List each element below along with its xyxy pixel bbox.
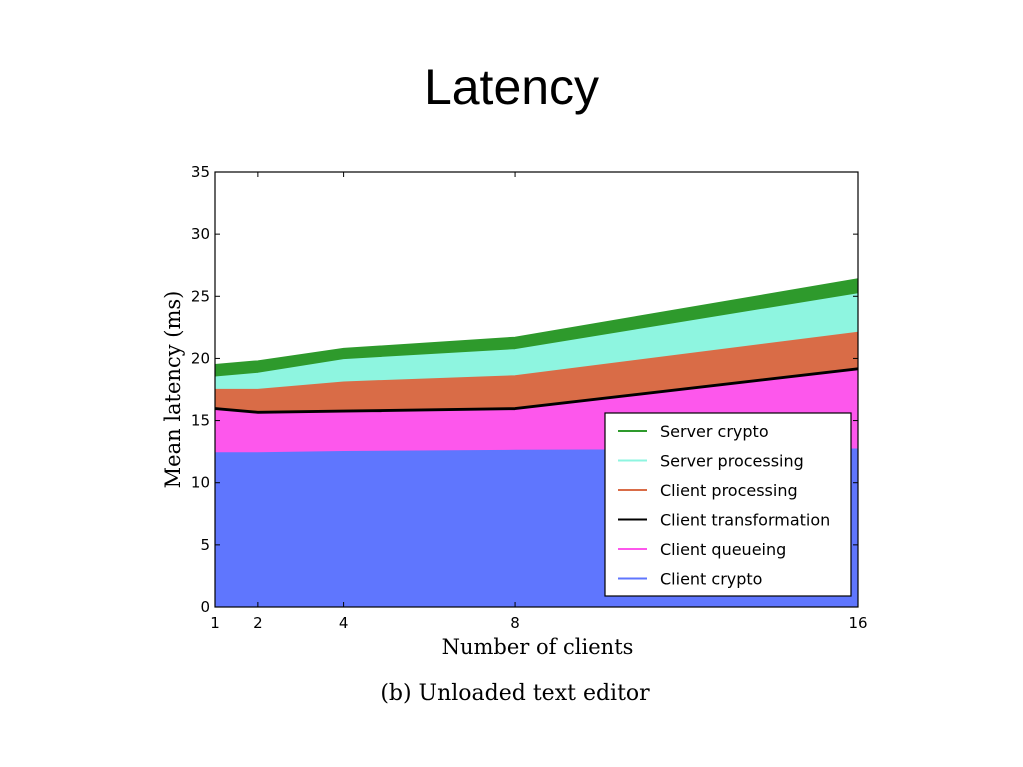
legend-label-client-queueing: Client queueing — [660, 540, 786, 559]
legend-label-client-processing: Client processing — [660, 481, 798, 500]
plot-frame — [214, 171, 859, 608]
slide-title: Latency — [423, 59, 600, 115]
y-tick-label: 5 — [200, 536, 210, 554]
area-client-processing — [215, 332, 858, 412]
legend-box — [604, 412, 852, 597]
x-tick-label: 1 — [210, 614, 220, 632]
series-lines — [214, 278, 859, 454]
x-tick-label: 4 — [339, 614, 349, 632]
x-tick-label: 16 — [848, 614, 867, 632]
y-tick-label: 20 — [191, 349, 210, 367]
x-tick-label: 8 — [510, 614, 520, 632]
line-client-queueing — [214, 370, 859, 415]
y-tick-label: 15 — [191, 412, 210, 430]
legend-label-client-transformation: Client transformation — [660, 511, 830, 530]
line-server-crypto — [214, 278, 859, 366]
x-tick-label: 2 — [253, 614, 263, 632]
line-client-processing — [215, 331, 859, 391]
y-tick-label: 0 — [200, 598, 210, 616]
line-client-transformation — [214, 367, 859, 413]
legend-label-server-crypto: Server crypto — [660, 422, 769, 441]
y-tick-label: 10 — [191, 474, 210, 492]
x-axis-label: Number of clients — [442, 635, 634, 659]
area-server-processing — [215, 293, 858, 390]
y-axis-label: Mean latency (ms) — [161, 291, 185, 489]
y-tick-label: 30 — [191, 225, 210, 243]
line-server-processing — [214, 293, 859, 378]
legend-label-client-crypto: Client crypto — [660, 570, 762, 589]
legend-label-server-processing: Server processing — [660, 452, 804, 471]
y-tick-label: 35 — [191, 163, 210, 181]
y-tick-label: 25 — [191, 287, 210, 305]
figure-caption: (b) Unloaded text editor — [380, 681, 650, 706]
axis-ticks: 1 2 4 8 16 0 5 10 15 20 25 30 35 — [191, 163, 868, 632]
area-server-crypto — [215, 278, 858, 378]
legend: Server crypto Server processing Client pro… — [604, 412, 852, 597]
